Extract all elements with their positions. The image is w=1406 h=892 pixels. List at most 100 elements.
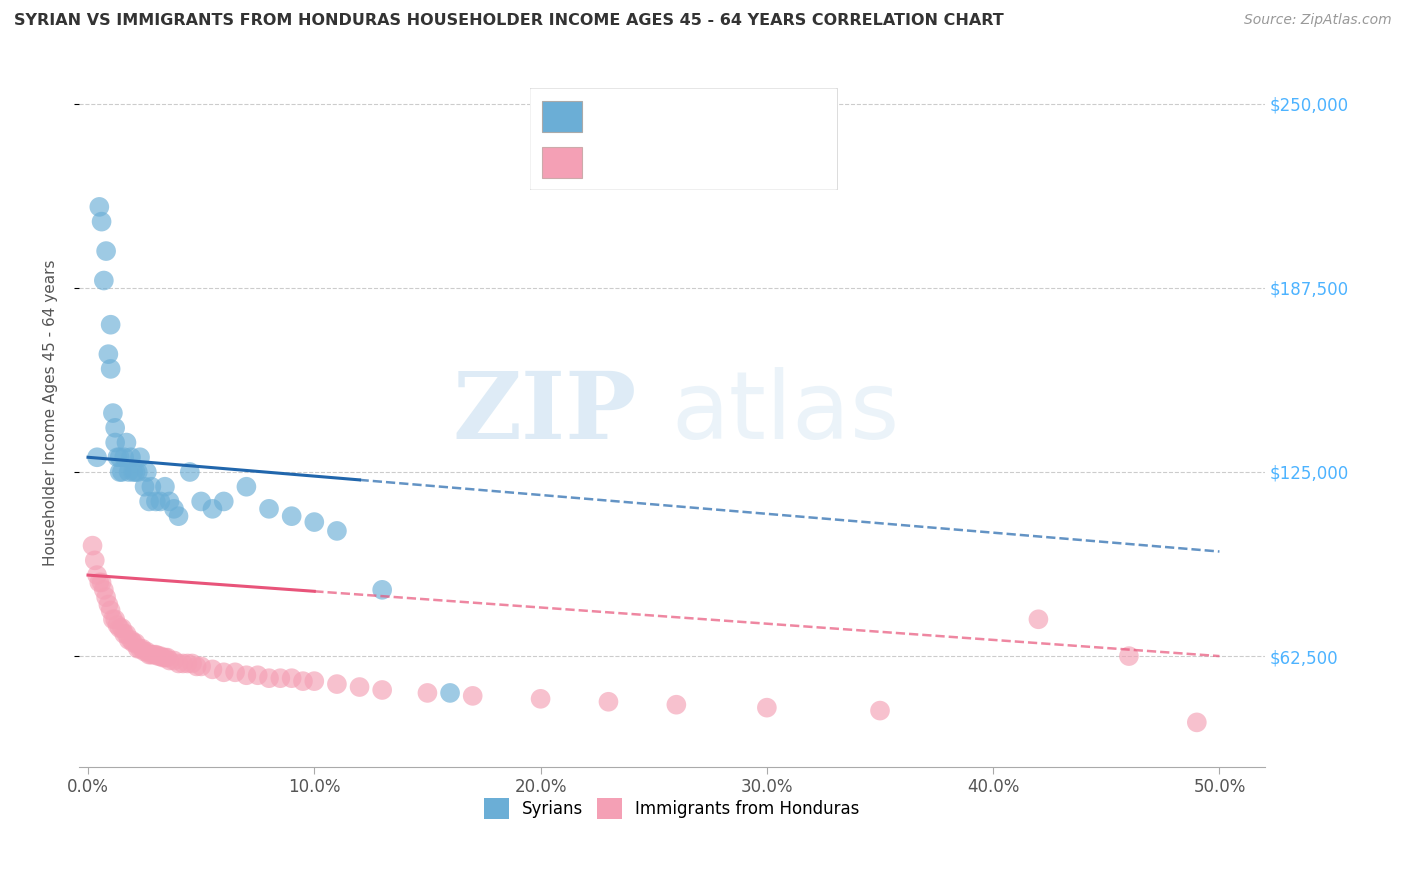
Point xyxy=(280,671,302,685)
Point xyxy=(224,665,246,680)
Point xyxy=(212,494,235,508)
Point xyxy=(172,657,194,671)
Point xyxy=(371,683,394,698)
Point xyxy=(120,450,142,465)
Point xyxy=(326,524,349,538)
Point xyxy=(190,659,212,673)
Point xyxy=(146,649,169,664)
Point xyxy=(159,494,181,508)
Point xyxy=(280,509,302,524)
Point xyxy=(201,501,224,516)
Point xyxy=(104,435,127,450)
Point xyxy=(83,553,105,567)
Point xyxy=(167,509,190,524)
Point xyxy=(112,627,135,641)
Point xyxy=(439,686,461,700)
Point xyxy=(149,494,172,508)
Point xyxy=(107,618,129,632)
Point xyxy=(135,645,157,659)
Point xyxy=(100,318,122,332)
Point xyxy=(257,671,280,685)
Point xyxy=(257,501,280,516)
Point xyxy=(269,671,291,685)
Point xyxy=(122,465,145,479)
Point xyxy=(120,632,142,647)
Point xyxy=(142,648,165,662)
Point xyxy=(349,680,371,694)
Point xyxy=(115,627,138,641)
Point xyxy=(235,480,257,494)
Point xyxy=(124,636,146,650)
Point xyxy=(100,603,122,617)
Point xyxy=(138,494,160,508)
Point xyxy=(153,650,176,665)
Point xyxy=(201,662,224,676)
Point xyxy=(416,686,439,700)
Point xyxy=(159,653,181,667)
Point xyxy=(108,450,131,465)
Point xyxy=(152,650,174,665)
Point xyxy=(167,657,190,671)
Point xyxy=(86,568,108,582)
Point xyxy=(755,700,778,714)
Point xyxy=(97,347,120,361)
Point xyxy=(235,668,257,682)
Point xyxy=(104,421,127,435)
Point xyxy=(326,677,349,691)
Point xyxy=(141,648,163,662)
Point xyxy=(122,636,145,650)
Point xyxy=(108,465,131,479)
Point xyxy=(163,501,186,516)
Y-axis label: Householder Income Ages 45 - 64 years: Householder Income Ages 45 - 64 years xyxy=(44,260,58,566)
Point xyxy=(149,649,172,664)
Point xyxy=(134,645,156,659)
Point xyxy=(118,632,141,647)
Point xyxy=(869,704,891,718)
Point xyxy=(101,612,124,626)
Point xyxy=(104,612,127,626)
Text: ZIP: ZIP xyxy=(451,368,637,458)
Point xyxy=(179,465,201,479)
Text: atlas: atlas xyxy=(672,368,900,459)
Point xyxy=(186,659,208,673)
Point xyxy=(371,582,394,597)
Point xyxy=(141,480,163,494)
Point xyxy=(94,590,117,604)
Point xyxy=(94,244,117,258)
Point xyxy=(176,657,198,671)
Point xyxy=(131,641,153,656)
Point xyxy=(1185,715,1208,730)
Point xyxy=(156,650,179,665)
Point xyxy=(90,214,112,228)
Point xyxy=(135,465,157,479)
Point xyxy=(108,621,131,635)
Point xyxy=(291,674,314,689)
Point xyxy=(163,653,186,667)
Point xyxy=(304,674,326,689)
Point xyxy=(124,465,146,479)
Point xyxy=(138,648,160,662)
Point xyxy=(529,691,551,706)
Point xyxy=(93,273,115,287)
Point xyxy=(90,575,112,590)
Point xyxy=(82,539,104,553)
Point xyxy=(153,480,176,494)
Point xyxy=(118,465,141,479)
Text: SYRIAN VS IMMIGRANTS FROM HONDURAS HOUSEHOLDER INCOME AGES 45 - 64 YEARS CORRELA: SYRIAN VS IMMIGRANTS FROM HONDURAS HOUSE… xyxy=(14,13,1004,29)
Point xyxy=(145,494,167,508)
Text: Source: ZipAtlas.com: Source: ZipAtlas.com xyxy=(1244,13,1392,28)
Point xyxy=(212,665,235,680)
Point xyxy=(134,480,156,494)
Point xyxy=(127,641,149,656)
Point xyxy=(246,668,269,682)
Point xyxy=(93,582,115,597)
Point xyxy=(190,494,212,508)
Point xyxy=(101,406,124,420)
Point xyxy=(304,515,326,529)
Point xyxy=(111,621,134,635)
Point xyxy=(115,435,138,450)
Point xyxy=(1118,649,1140,664)
Point xyxy=(97,598,120,612)
Point xyxy=(665,698,688,712)
Point xyxy=(89,575,111,590)
